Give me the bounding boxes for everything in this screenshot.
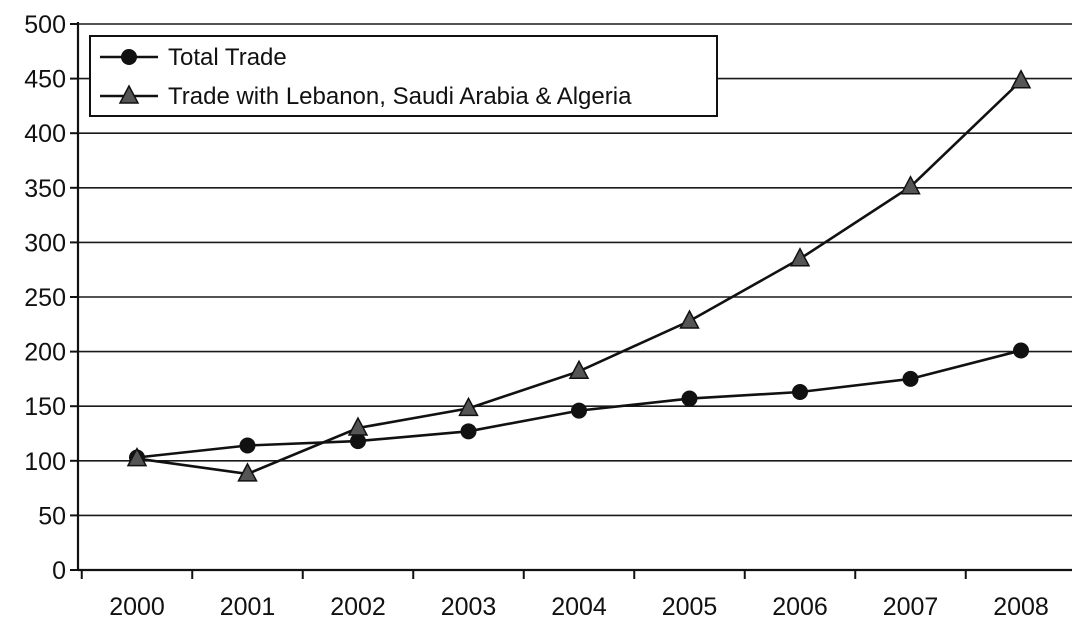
data-point-trade-lebanon-saudi-algeria (347, 416, 369, 436)
y-tick-label: 450 (24, 66, 66, 94)
y-tick-label: 400 (24, 120, 66, 148)
y-axis-tick-labels: 0 50 100 150 200 250 300 350 400 450 500 (24, 11, 66, 585)
legend-entry-total-trade: Total Trade (100, 44, 287, 71)
x-tick-label: 2000 (109, 593, 165, 620)
axes (70, 22, 1072, 579)
y-tick-label: 250 (24, 284, 66, 312)
legend-label-trade-lebanon-saudi-algeria: Trade with Lebanon, Saudi Arabia & Alger… (168, 83, 632, 110)
y-tick-label: 300 (24, 229, 66, 257)
x-axis-tick-labels: 2000 2001 2002 2003 2004 2005 2006 2007 2008 (109, 593, 1049, 621)
y-tick-label: 500 (24, 11, 66, 39)
x-tick-label: 2002 (330, 593, 386, 620)
data-point-total-trade (1013, 342, 1029, 359)
data-point-total-trade (239, 437, 256, 454)
x-tick-label: 2006 (772, 593, 828, 620)
legend-marker-circle (121, 49, 137, 65)
data-point-total-trade (792, 384, 808, 401)
data-point-trade-lebanon-saudi-algeria (458, 396, 479, 417)
y-tick-label: 50 (38, 502, 66, 530)
y-tick-label: 150 (24, 393, 66, 421)
data-point-total-trade (902, 370, 919, 387)
y-tick-label: 100 (24, 448, 66, 476)
legend-label-total-trade: Total Trade (168, 44, 287, 71)
y-tick-label: 350 (24, 175, 66, 203)
legend: Total Trade Trade with Lebanon, Saudi Ar… (89, 35, 718, 117)
data-point-trade-lebanon-saudi-algeria (679, 309, 700, 329)
data-point-trade-lebanon-saudi-algeria (789, 247, 811, 267)
x-tick-label: 2005 (662, 593, 718, 620)
y-tick-label: 0 (52, 557, 66, 585)
x-tick-label: 2004 (551, 593, 607, 620)
data-point-total-trade (460, 423, 477, 440)
data-point-total-trade (681, 390, 698, 407)
data-point-total-trade (571, 402, 587, 419)
legend-marker-triangle (118, 84, 140, 104)
data-point-trade-lebanon-saudi-algeria (237, 462, 258, 482)
y-tick-label: 200 (24, 339, 66, 367)
x-tick-label: 2007 (883, 593, 939, 620)
data-point-trade-lebanon-saudi-algeria (568, 359, 590, 380)
data-point-trade-lebanon-saudi-algeria (126, 447, 148, 467)
data-point-trade-lebanon-saudi-algeria (1010, 69, 1032, 89)
x-tick-label: 2008 (993, 593, 1049, 620)
legend-entry-trade-lebanon-saudi-algeria: Trade with Lebanon, Saudi Arabia & Alger… (100, 83, 632, 110)
data-point-trade-lebanon-saudi-algeria (900, 175, 921, 195)
series-lines (126, 69, 1032, 482)
data-point-total-trade (350, 433, 366, 450)
x-tick-label: 2003 (441, 593, 497, 620)
legend-box (89, 35, 718, 117)
x-tick-label: 2001 (220, 593, 276, 620)
